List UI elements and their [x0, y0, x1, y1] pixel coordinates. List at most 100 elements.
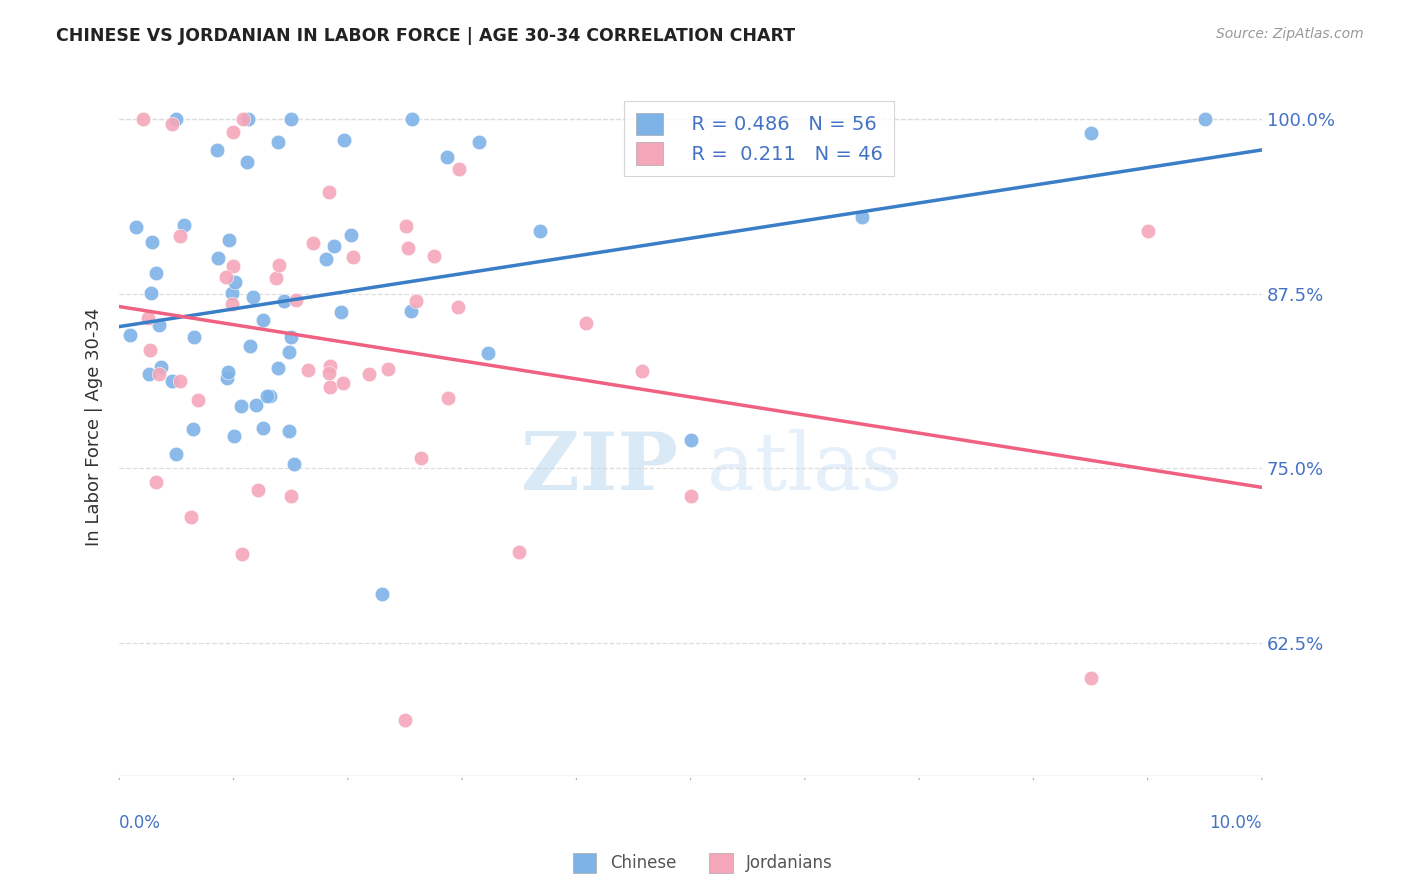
Point: [207, 251, 229, 265]
Point: [148, 318, 170, 333]
Point: [297, 363, 319, 377]
Point: [187, 392, 209, 407]
Point: [141, 235, 163, 249]
Point: [222, 429, 245, 443]
Point: [136, 310, 159, 325]
Point: [399, 303, 422, 318]
Point: [242, 290, 264, 304]
Point: [218, 233, 240, 247]
Legend: Chinese, Jordanians: Chinese, Jordanians: [567, 847, 839, 880]
Point: [125, 220, 148, 235]
Point: [232, 112, 254, 127]
Point: [329, 304, 352, 318]
Point: [173, 219, 195, 233]
Point: [319, 359, 342, 374]
Point: [322, 239, 344, 253]
Point: [339, 228, 361, 243]
Point: [283, 457, 305, 471]
Point: [280, 330, 302, 344]
Point: [851, 210, 873, 224]
Point: [169, 229, 191, 244]
Point: [267, 361, 290, 376]
Point: [236, 154, 259, 169]
Point: [394, 713, 416, 727]
Point: [467, 136, 489, 150]
Point: [1194, 112, 1216, 127]
Point: [447, 161, 470, 176]
Point: [277, 424, 299, 438]
Point: [396, 241, 419, 255]
Point: [411, 451, 433, 466]
Y-axis label: In Labor Force | Age 30-34: In Labor Force | Age 30-34: [86, 307, 103, 546]
Point: [181, 422, 204, 436]
Point: [132, 112, 155, 127]
Point: [342, 250, 364, 264]
Point: [278, 344, 301, 359]
Point: [245, 398, 267, 412]
Point: [252, 312, 274, 326]
Point: [236, 112, 259, 127]
Point: [222, 259, 245, 273]
Point: [359, 368, 381, 382]
Point: [267, 258, 290, 272]
Point: [165, 447, 187, 461]
Legend:   R = 0.486   N = 56,   R =  0.211   N = 46: R = 0.486 N = 56, R = 0.211 N = 46: [624, 101, 894, 177]
Point: [169, 375, 191, 389]
Point: [149, 360, 172, 375]
Point: [222, 125, 245, 139]
Point: [371, 587, 394, 601]
Point: [231, 547, 253, 561]
Text: atlas: atlas: [707, 429, 903, 508]
Point: [217, 365, 239, 379]
Point: [229, 399, 252, 413]
Point: [280, 489, 302, 503]
Point: [118, 328, 141, 343]
Text: ZIP: ZIP: [520, 429, 678, 508]
Point: [679, 434, 702, 448]
Point: [256, 389, 278, 403]
Point: [139, 343, 162, 357]
Text: Source: ZipAtlas.com: Source: ZipAtlas.com: [1216, 27, 1364, 41]
Point: [267, 135, 290, 149]
Point: [332, 133, 354, 147]
Text: 0.0%: 0.0%: [120, 814, 162, 832]
Point: [183, 330, 205, 344]
Point: [529, 224, 551, 238]
Point: [148, 367, 170, 381]
Point: [239, 339, 262, 353]
Point: [332, 376, 354, 391]
Text: 10.0%: 10.0%: [1209, 814, 1263, 832]
Point: [280, 112, 302, 127]
Point: [315, 252, 337, 267]
Point: [1080, 126, 1102, 140]
Point: [1080, 671, 1102, 685]
Point: [1136, 224, 1159, 238]
Point: [575, 316, 598, 330]
Point: [630, 364, 652, 378]
Point: [180, 510, 202, 524]
Point: [436, 150, 458, 164]
Point: [437, 391, 460, 405]
Point: [246, 483, 269, 497]
Point: [224, 275, 246, 289]
Point: [395, 219, 418, 234]
Point: [138, 367, 160, 381]
Point: [139, 285, 162, 300]
Text: CHINESE VS JORDANIAN IN LABOR FORCE | AGE 30-34 CORRELATION CHART: CHINESE VS JORDANIAN IN LABOR FORCE | AG…: [56, 27, 796, 45]
Point: [405, 293, 427, 308]
Point: [160, 375, 183, 389]
Point: [162, 117, 184, 131]
Point: [401, 112, 423, 127]
Point: [508, 545, 530, 559]
Point: [145, 266, 167, 280]
Point: [318, 185, 340, 199]
Point: [205, 143, 228, 157]
Point: [447, 300, 470, 314]
Point: [221, 296, 243, 310]
Point: [221, 285, 243, 300]
Point: [165, 112, 187, 127]
Point: [302, 236, 325, 251]
Point: [477, 346, 499, 360]
Point: [266, 271, 288, 285]
Point: [319, 380, 342, 394]
